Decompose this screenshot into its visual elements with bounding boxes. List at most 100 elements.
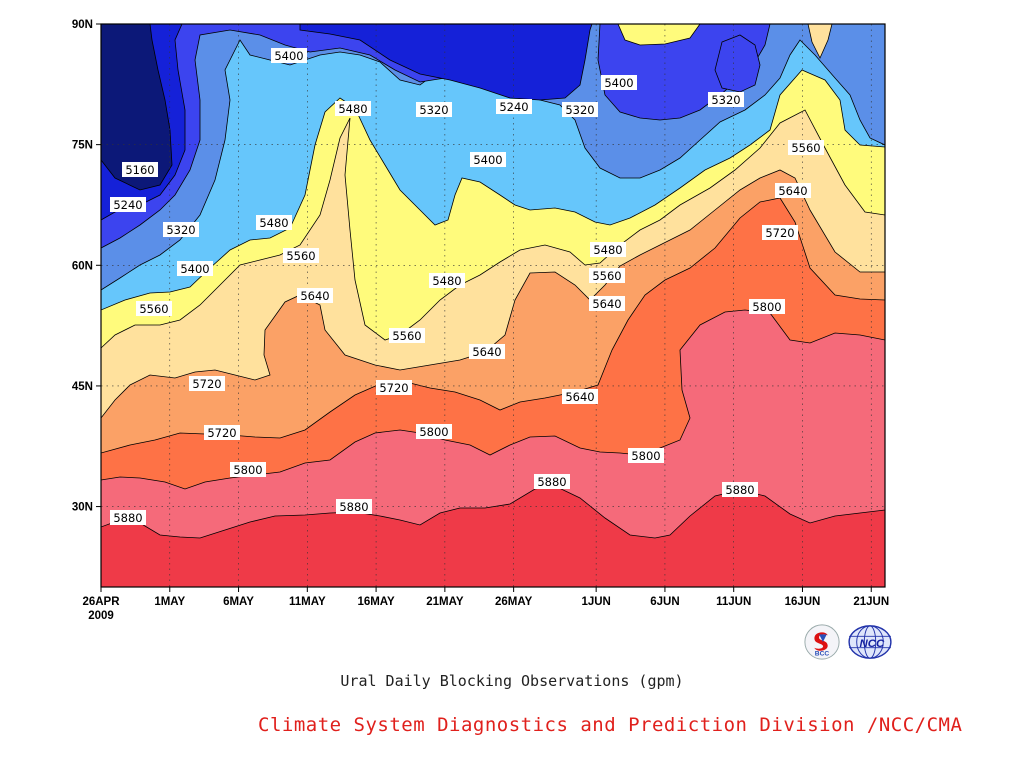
ncc-logo-text: NCC bbox=[860, 638, 885, 650]
contour-label: 5560 bbox=[136, 301, 172, 316]
svg-text:5800: 5800 bbox=[233, 463, 262, 477]
contour-label: 5800 bbox=[628, 448, 664, 463]
y-tick-label: 30N bbox=[72, 502, 93, 514]
svg-text:5720: 5720 bbox=[192, 377, 221, 391]
x-tick-label: 1JUN bbox=[581, 596, 610, 608]
contour-label: 5320 bbox=[163, 222, 199, 237]
svg-text:5800: 5800 bbox=[752, 300, 781, 314]
svg-text:5560: 5560 bbox=[392, 329, 421, 343]
svg-text:5880: 5880 bbox=[113, 511, 142, 525]
cell-5560-north bbox=[807, 24, 833, 59]
y-tick-label: 90N bbox=[72, 19, 93, 31]
contour-label: 5640 bbox=[589, 296, 625, 311]
svg-text:5880: 5880 bbox=[339, 500, 368, 514]
plot-frame bbox=[100, 23, 886, 588]
svg-text:5320: 5320 bbox=[565, 103, 594, 117]
contour-label: 5880 bbox=[110, 510, 146, 525]
svg-text:5320: 5320 bbox=[166, 223, 195, 237]
svg-text:5160: 5160 bbox=[125, 163, 154, 177]
cell-5320-east bbox=[714, 34, 761, 93]
x-tick-label: 11JUN bbox=[716, 596, 751, 608]
x-tick-label: 21MAY bbox=[426, 596, 464, 608]
x-tick-label: 11MAY bbox=[289, 596, 326, 608]
svg-text:5320: 5320 bbox=[711, 93, 740, 107]
svg-text:5480: 5480 bbox=[259, 216, 288, 230]
contour-label: 5560 bbox=[788, 140, 824, 155]
contour-label: 5400 bbox=[271, 48, 307, 63]
svg-text:5560: 5560 bbox=[791, 141, 820, 155]
contour-label: 5640 bbox=[775, 183, 811, 198]
svg-text:5400: 5400 bbox=[604, 76, 633, 90]
x-tick-label: 1MAY bbox=[154, 596, 185, 608]
bcc-logo: BCC bbox=[804, 624, 840, 660]
svg-text:5800: 5800 bbox=[631, 449, 660, 463]
contour-label: 5720 bbox=[376, 380, 412, 395]
contour-label: 5880 bbox=[722, 482, 758, 497]
contour-labels: 5400 5480 5320 5240 5320 5400 5320 5160 5400 5560… bbox=[110, 48, 824, 525]
band-5160-5240 bbox=[101, 24, 593, 221]
contour-label: 5320 bbox=[416, 102, 452, 117]
svg-text:5640: 5640 bbox=[565, 390, 594, 404]
axis-ticks: 26APR 2009 1MAY 6MAY 11MAY 16MAY 21MAY 26MAY 1JU… bbox=[72, 19, 889, 622]
x-tick-year: 2009 bbox=[88, 610, 114, 622]
svg-text:5480: 5480 bbox=[593, 243, 622, 257]
svg-text:5480: 5480 bbox=[432, 274, 461, 288]
x-tick-label: 16JUN bbox=[785, 596, 821, 608]
contour-label: 5320 bbox=[562, 102, 598, 117]
chart-title: Ural Daily Blocking Observations (gpm) bbox=[340, 672, 684, 690]
y-tick-label: 45N bbox=[72, 381, 93, 393]
contour-label: 5560 bbox=[589, 268, 625, 283]
bcc-logo-text: BCC bbox=[815, 650, 830, 657]
contour-label: 5400 bbox=[177, 261, 213, 276]
svg-text:5560: 5560 bbox=[286, 249, 315, 263]
contour-label: 5880 bbox=[336, 499, 372, 514]
y-tick-label: 75N bbox=[72, 140, 93, 152]
svg-text:5720: 5720 bbox=[765, 226, 794, 240]
x-tick-label: 26MAY bbox=[495, 596, 533, 608]
svg-text:5240: 5240 bbox=[499, 100, 528, 114]
credit-text: Climate System Diagnostics and Predictio… bbox=[258, 714, 963, 736]
contour-label: 5400 bbox=[470, 152, 506, 167]
ncc-logo: NCC bbox=[848, 625, 892, 659]
contour-label: 5560 bbox=[389, 328, 425, 343]
svg-text:5720: 5720 bbox=[379, 381, 408, 395]
contour-label: 5880 bbox=[534, 474, 570, 489]
svg-text:5880: 5880 bbox=[725, 483, 754, 497]
svg-text:5480: 5480 bbox=[338, 102, 367, 116]
contour-label: 5720 bbox=[204, 425, 240, 440]
contour-label: 5800 bbox=[230, 462, 266, 477]
contour-label: 5640 bbox=[297, 288, 333, 303]
svg-text:5560: 5560 bbox=[592, 269, 621, 283]
contour-label: 5640 bbox=[562, 389, 598, 404]
contour-label: 5240 bbox=[496, 99, 532, 114]
svg-text:5800: 5800 bbox=[419, 425, 448, 439]
x-tick-label: 21JUN bbox=[853, 596, 889, 608]
contour-label: 5800 bbox=[416, 424, 452, 439]
x-tick-label: 6MAY bbox=[223, 596, 254, 608]
svg-text:5400: 5400 bbox=[274, 49, 303, 63]
contour-label: 5400 bbox=[601, 75, 637, 90]
x-tick-label: 16MAY bbox=[357, 596, 395, 608]
contour-label: 5480 bbox=[256, 215, 292, 230]
cell-5480-north bbox=[617, 24, 701, 46]
svg-text:5880: 5880 bbox=[537, 475, 566, 489]
band-below-5160 bbox=[101, 24, 173, 191]
svg-text:5240: 5240 bbox=[113, 198, 142, 212]
svg-text:5720: 5720 bbox=[207, 426, 236, 440]
x-tick-label: 6JUN bbox=[650, 596, 679, 608]
svg-text:5640: 5640 bbox=[300, 289, 329, 303]
svg-text:5560: 5560 bbox=[139, 302, 168, 316]
contour-label: 5720 bbox=[762, 225, 798, 240]
x-tick-label: 26APR bbox=[82, 596, 120, 608]
contour-label: 5640 bbox=[469, 344, 505, 359]
contour-label: 5800 bbox=[749, 299, 785, 314]
contour-label: 5160 bbox=[122, 162, 158, 177]
contour-label: 5480 bbox=[429, 273, 465, 288]
y-tick-label: 60N bbox=[72, 260, 93, 272]
svg-text:5640: 5640 bbox=[592, 297, 621, 311]
contour-label: 5320 bbox=[708, 92, 744, 107]
svg-text:5640: 5640 bbox=[472, 345, 501, 359]
svg-text:5640: 5640 bbox=[778, 184, 807, 198]
contour-label: 5720 bbox=[189, 376, 225, 391]
